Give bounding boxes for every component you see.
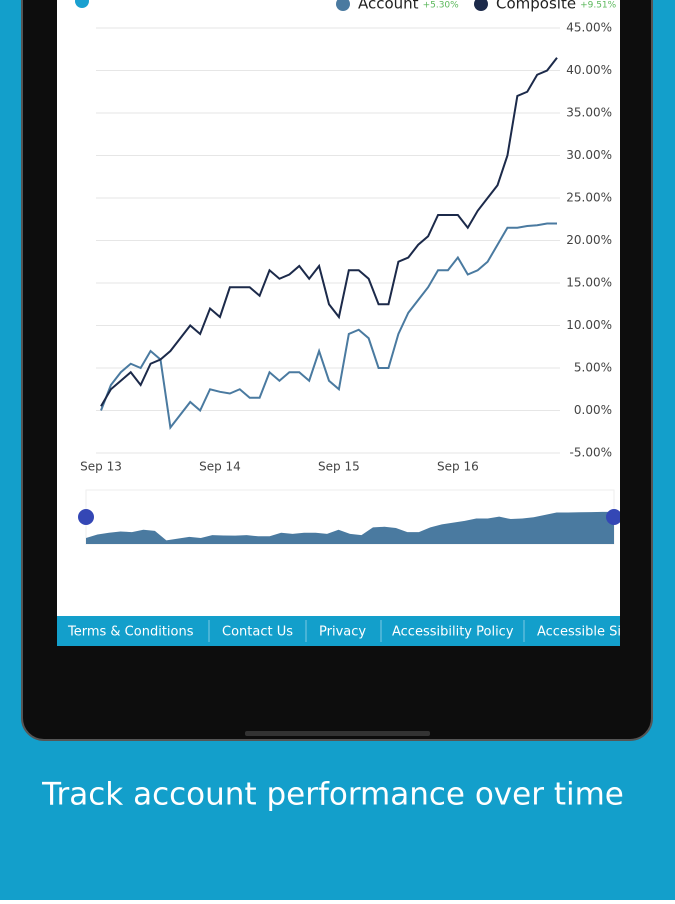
footer-link[interactable]: Contact Us: [222, 625, 293, 640]
y-tick-label: 20.00%: [566, 233, 612, 247]
navigator-area: [86, 511, 614, 544]
legend-marker: [474, 0, 488, 11]
series-line: [100, 57, 558, 407]
y-tick-label: 35.00%: [566, 106, 612, 120]
y-tick-label: 5.00%: [574, 361, 612, 375]
footer-link[interactable]: Accessibility Policy: [392, 625, 514, 640]
y-tick-label: 10.00%: [566, 318, 612, 332]
x-tick-label: Sep 16: [437, 460, 479, 474]
info-icon[interactable]: [75, 0, 89, 8]
y-tick-label: -5.00%: [570, 446, 612, 460]
series-line: [100, 222, 557, 430]
footer-link[interactable]: Accessible Si: [537, 625, 621, 640]
navigator-handle[interactable]: [606, 509, 622, 525]
y-tick-label: 45.00%: [566, 21, 612, 35]
y-tick-label: 25.00%: [566, 191, 612, 205]
y-tick-label: 0.00%: [574, 403, 612, 417]
footer-bar: [57, 616, 620, 646]
y-tick-label: 30.00%: [566, 148, 612, 162]
y-tick-label: 40.00%: [566, 63, 612, 77]
footer-link[interactable]: Privacy: [319, 625, 366, 640]
screen: [57, 0, 620, 646]
x-tick-label: Sep 14: [199, 460, 241, 474]
legend-change: +9.51%: [580, 1, 617, 11]
caption: Track account performance over time: [41, 777, 624, 813]
x-tick-label: Sep 15: [318, 460, 360, 474]
tablet-button: [245, 731, 430, 736]
legend-change: +5.30%: [423, 1, 460, 11]
legend-label: Account: [358, 0, 419, 13]
x-tick-label: Sep 13: [80, 460, 122, 474]
footer-link[interactable]: Terms & Conditions: [67, 625, 194, 640]
legend-label: Composite: [496, 0, 576, 13]
y-tick-label: 15.00%: [566, 276, 612, 290]
navigator-handle[interactable]: [78, 509, 94, 525]
legend-marker: [336, 0, 350, 11]
